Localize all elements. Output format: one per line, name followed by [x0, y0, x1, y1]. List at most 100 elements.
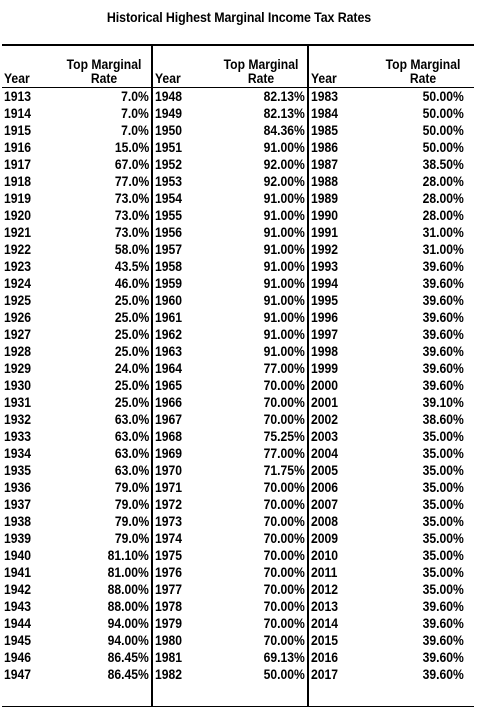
table-row: 1949 82.13% [153, 105, 307, 122]
table-row: 1952 92.00% [153, 156, 307, 173]
rate-cell: 39.60% [422, 293, 464, 308]
year-cell: 1954 [155, 191, 183, 206]
table-row: 1931 25.0% [2, 394, 151, 411]
table-row: 1916 15.0% [2, 139, 151, 156]
year-cell: 1963 [155, 344, 183, 359]
rate-cell: 73.0% [114, 191, 149, 206]
table-row: 2007 35.00% [309, 496, 474, 513]
year-cell: 1997 [311, 327, 339, 342]
table-row: 1976 70.00% [153, 564, 307, 581]
rate-cell: 25.0% [114, 293, 149, 308]
rate-cell: 91.00% [263, 276, 305, 291]
table-row: 1964 77.00% [153, 360, 307, 377]
rate-cell: 70.00% [263, 633, 305, 648]
rate-cell: 77.00% [263, 361, 305, 376]
year-cell: 1914 [4, 106, 32, 121]
year-cell: 1937 [4, 497, 32, 512]
table-row: 2010 35.00% [309, 547, 474, 564]
year-cell: 1938 [4, 514, 32, 529]
year-cell: 1999 [311, 361, 339, 376]
rate-cell: 70.00% [263, 497, 305, 512]
rate-cell: 25.0% [114, 310, 149, 325]
year-cell: 1935 [4, 463, 32, 478]
year-cell: 1917 [4, 157, 32, 172]
year-cell: 1958 [155, 259, 183, 274]
table-row: 1927 25.0% [2, 326, 151, 343]
rate-cell: 50.00% [422, 140, 464, 155]
table-row: 1921 73.0% [2, 224, 151, 241]
year-cell: 2000 [311, 378, 339, 393]
year-cell: 1983 [311, 89, 339, 104]
rate-cell: 79.0% [114, 497, 149, 512]
table-column-1: Year Top Marginal Rate 1913 7.0% 1914 7.0% 1915… [2, 45, 151, 683]
rate-header: Top Marginal Rate [59, 58, 149, 86]
rate-header: Top Marginal Rate [378, 58, 468, 86]
rate-cell: 91.00% [263, 293, 305, 308]
rate-cell: 70.00% [263, 565, 305, 580]
rate-header-line-2: Rate [409, 71, 437, 86]
table-row: 2009 35.00% [309, 530, 474, 547]
year-cell: 1965 [155, 378, 183, 393]
year-cell: 1944 [4, 616, 32, 631]
year-cell: 1931 [4, 395, 32, 410]
rate-cell: 39.60% [422, 276, 464, 291]
table-row: 1985 50.00% [309, 122, 474, 139]
rate-cell: 82.13% [263, 106, 305, 121]
table-row: 1938 79.0% [2, 513, 151, 530]
table-row: 1929 24.0% [2, 360, 151, 377]
year-cell: 1918 [4, 174, 32, 189]
rate-cell: 15.0% [114, 140, 149, 155]
year-cell: 2008 [311, 514, 339, 529]
rate-cell: 31.00% [422, 225, 464, 240]
table-row: 1963 91.00% [153, 343, 307, 360]
year-cell: 1949 [155, 106, 183, 121]
rate-cell: 91.00% [263, 344, 305, 359]
table-top-rule [2, 44, 474, 46]
table-row: 1935 63.0% [2, 462, 151, 479]
rate-cell: 79.0% [114, 480, 149, 495]
table-row: 1965 70.00% [153, 377, 307, 394]
rate-cell: 63.0% [114, 463, 149, 478]
rate-cell: 70.00% [263, 514, 305, 529]
rate-cell: 35.00% [422, 463, 464, 478]
rate-cell: 73.0% [114, 225, 149, 240]
year-cell: 1994 [311, 276, 339, 291]
rate-cell: 73.0% [114, 208, 149, 223]
rate-cell: 50.00% [263, 667, 305, 682]
rate-header-line-1: Top Marginal [223, 57, 299, 72]
year-cell: 1923 [4, 259, 32, 274]
rate-cell: 79.0% [114, 514, 149, 529]
table-row: 2014 39.60% [309, 615, 474, 632]
rate-cell: 39.60% [422, 650, 464, 665]
year-cell: 1928 [4, 344, 32, 359]
table-row: 1997 39.60% [309, 326, 474, 343]
table-row: 1943 88.00% [2, 598, 151, 615]
rate-cell: 46.0% [114, 276, 149, 291]
year-cell: 1939 [4, 531, 32, 546]
year-cell: 1995 [311, 293, 339, 308]
year-cell: 1962 [155, 327, 183, 342]
rate-cell: 94.00% [107, 633, 149, 648]
table-row: 1948 82.13% [153, 88, 307, 105]
rate-cell: 67.0% [114, 157, 149, 172]
rate-cell: 35.00% [422, 514, 464, 529]
rate-cell: 7.0% [121, 89, 149, 104]
year-cell: 1964 [155, 361, 183, 376]
rate-cell: 71.75% [263, 463, 305, 478]
table-row: 1962 91.00% [153, 326, 307, 343]
year-header: Year [311, 71, 337, 86]
rate-cell: 25.0% [114, 395, 149, 410]
year-cell: 1970 [155, 463, 183, 478]
table-row: 2016 39.60% [309, 649, 474, 666]
year-cell: 2004 [311, 446, 339, 461]
year-cell: 1961 [155, 310, 183, 325]
year-cell: 1987 [311, 157, 339, 172]
year-cell: 1976 [155, 565, 183, 580]
year-cell: 1940 [4, 548, 32, 563]
table-row: 1937 79.0% [2, 496, 151, 513]
rate-cell: 91.00% [263, 310, 305, 325]
table-row: 1995 39.60% [309, 292, 474, 309]
rate-cell: 35.00% [422, 548, 464, 563]
year-cell: 2015 [311, 633, 339, 648]
year-cell: 2016 [311, 650, 339, 665]
